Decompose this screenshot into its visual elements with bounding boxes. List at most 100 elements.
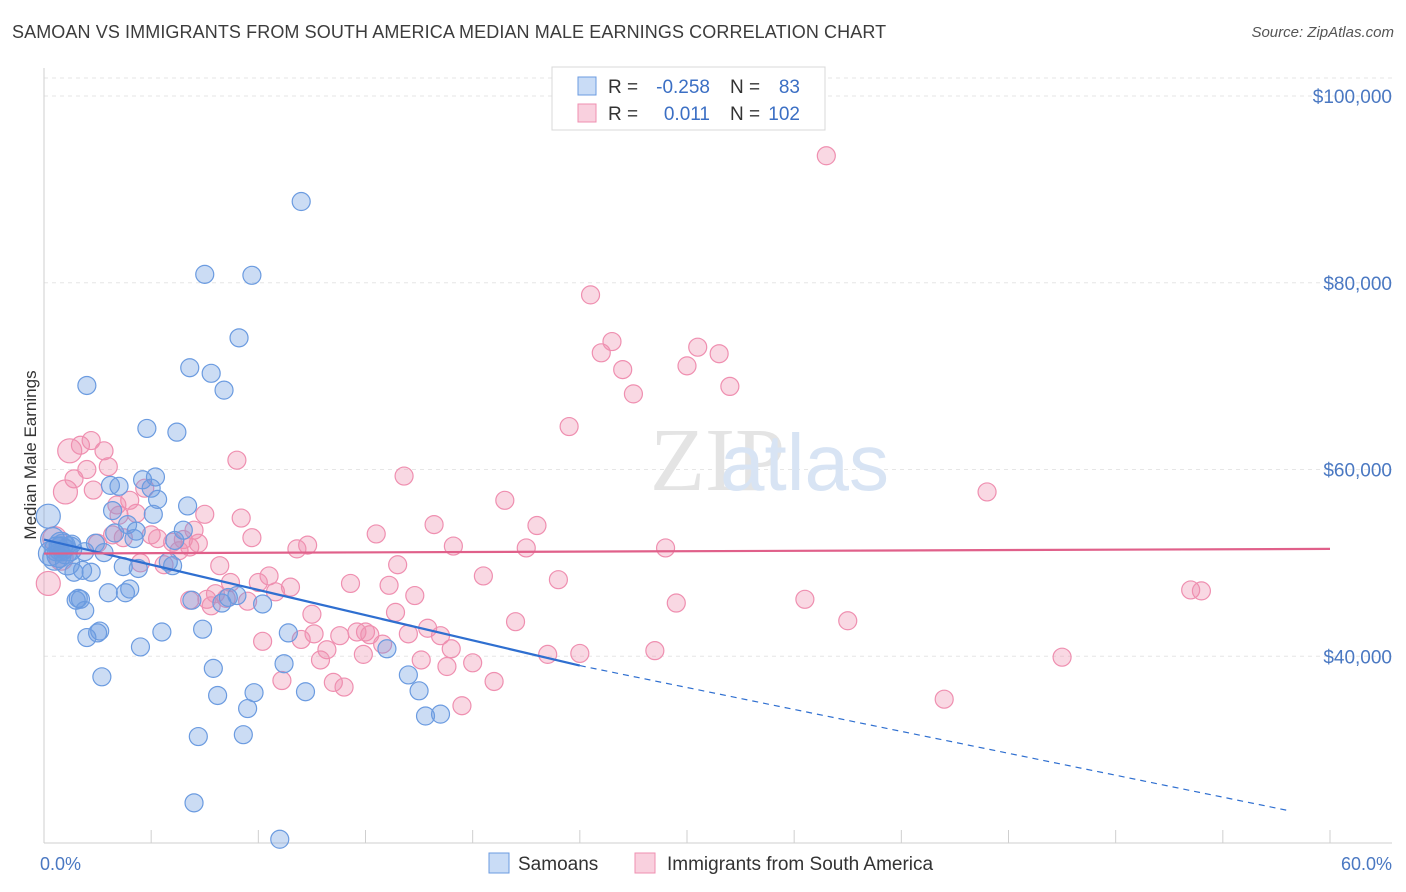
samoans-point-42 (167, 422, 187, 442)
samoans-point-34 (141, 478, 161, 498)
samoans-point-16 (75, 600, 95, 621)
grid-lines (44, 77, 1392, 657)
immigrants-point-81 (548, 570, 569, 590)
samoans-point-79 (90, 621, 110, 641)
samoans-point-46 (182, 590, 202, 610)
samoans-point-38 (152, 622, 172, 642)
y-tick-label-1: $80,000 (1323, 274, 1392, 295)
immigrants-point-93 (688, 337, 708, 357)
immigrants-point-107 (441, 639, 461, 659)
immigrants-point-73 (463, 653, 483, 673)
samoans-point-37 (147, 489, 168, 509)
immigrants-point-51 (317, 640, 337, 660)
samoans-point-45 (180, 358, 200, 378)
immigrants-point-33 (210, 556, 230, 576)
samoans-point-22 (98, 583, 118, 603)
bottom-legend-label-samoans: Samoans (518, 854, 598, 875)
immigrants-point-10 (94, 441, 114, 461)
immigrants-point-57 (353, 644, 373, 664)
samoans-point-73 (70, 589, 91, 609)
bottom-legend-label-immigrants: Immigrants from South America (667, 854, 934, 875)
immigrants-point-75 (484, 671, 504, 692)
immigrants-point-61 (379, 575, 399, 595)
immigrants-point-36 (227, 450, 247, 470)
bottom-legend-swatch-samoans (488, 852, 510, 874)
immigrants-point-86 (602, 331, 622, 352)
samoans-point-31 (130, 637, 151, 657)
immigrants-point-32 (205, 584, 226, 604)
immigrants-point-97 (816, 146, 836, 166)
immigrants-point-70 (437, 656, 457, 677)
y-tick-label-3: $40,000 (1323, 647, 1392, 668)
immigrants-point-66 (411, 650, 431, 670)
samoans-point-67 (398, 665, 418, 685)
samoans-point-69 (415, 706, 436, 726)
samoans-point-55 (214, 380, 234, 400)
immigrants-point-7 (77, 459, 97, 480)
x-tick-label-min: 0.0% (40, 854, 81, 874)
samoans-point-43 (173, 520, 193, 540)
immigrants-point-50 (310, 650, 331, 670)
y-tick-labels: $100,000 $80,000 $60,000 $40,000 (1313, 87, 1392, 668)
immigrants-point-65 (405, 585, 425, 606)
chart-title: SAMOAN VS IMMIGRANTS FROM SOUTH AMERICA … (12, 22, 887, 42)
samoans-point-72 (77, 375, 97, 396)
watermark-atlas: atlas (720, 418, 889, 507)
samoans-point-23 (102, 500, 123, 521)
immigrants-point-102 (1181, 580, 1201, 600)
samoans-point-62 (270, 829, 290, 849)
samoans-point-36 (145, 467, 166, 487)
x-tick-label-max: 60.0% (1341, 854, 1392, 874)
immigrants-point-95 (720, 376, 740, 397)
immigrants-point-8 (81, 430, 101, 451)
immigrants-point-78 (516, 538, 536, 558)
immigrants-point-92 (677, 356, 697, 376)
samoans-point-68 (409, 681, 429, 701)
immigrants-point-104 (355, 622, 376, 642)
immigrants-point-94 (709, 344, 729, 364)
samoans-point-63 (274, 654, 294, 674)
bottom-legend: Samoans Immigrants from South America (488, 852, 934, 875)
immigrants-point-5 (64, 469, 84, 489)
immigrants-point-91 (666, 593, 686, 613)
samoans-trend-line (43, 538, 581, 667)
series-immigrants (35, 146, 1212, 716)
immigrants-point-11 (98, 457, 118, 477)
immigrants-point-37 (231, 508, 251, 528)
samoans-point-65 (291, 191, 311, 212)
immigrants-point-100 (977, 482, 997, 502)
immigrants-point-44 (272, 670, 292, 691)
immigrants-point-89 (645, 641, 665, 661)
samoans-point-28 (120, 579, 140, 599)
axes (43, 68, 1392, 844)
immigrants-point-48 (298, 535, 318, 555)
immigrants-point-96 (795, 589, 815, 609)
y-tick-label-2: $60,000 (1323, 461, 1392, 482)
samoans-point-77 (117, 514, 138, 535)
immigrants-point-55 (340, 573, 361, 594)
immigrants-point-52 (323, 672, 343, 692)
samoans-point-44 (178, 496, 198, 516)
immigrants-point-76 (495, 490, 515, 510)
immigrants-point-0 (35, 570, 61, 597)
samoans-point-20 (92, 667, 112, 687)
legend-n-value-0: 83 (779, 77, 800, 98)
immigrants-point-63 (394, 466, 414, 486)
samoans-point-18 (81, 562, 101, 582)
samoans-point-80 (253, 594, 273, 614)
immigrants-point-99 (934, 689, 954, 709)
immigrants-point-29 (195, 504, 215, 524)
immigrants-point-49 (304, 624, 324, 644)
immigrants-point-4 (57, 438, 83, 464)
immigrants-point-45 (280, 577, 301, 597)
immigrants-point-6 (70, 435, 91, 455)
legend-n-value-1: 102 (768, 104, 800, 125)
immigrants-point-39 (242, 528, 262, 548)
samoans-point-50 (195, 264, 215, 284)
immigrants-point-87 (613, 359, 633, 380)
samoans-point-51 (201, 363, 221, 383)
immigrants-point-21 (147, 529, 168, 549)
immigrants-point-71 (443, 536, 463, 556)
samoans-point-61 (242, 265, 262, 285)
